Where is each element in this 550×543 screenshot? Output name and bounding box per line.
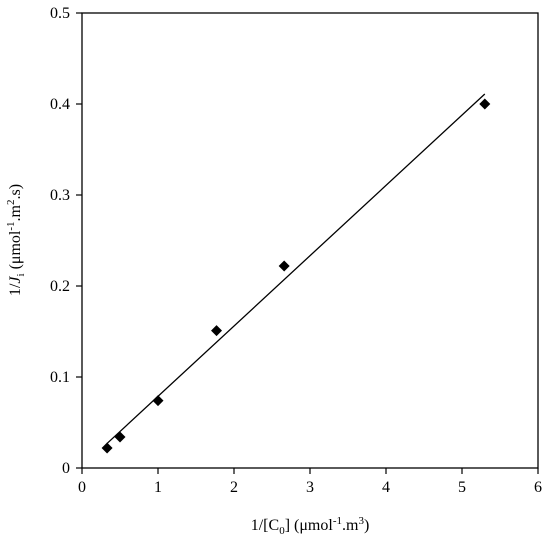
x-tick-label-5: 5 [458, 479, 466, 496]
data-point-0 [101, 442, 113, 454]
data-point-5 [479, 98, 491, 110]
y-tick-label-4: 0.4 [50, 96, 70, 113]
x-tick-label-6: 6 [534, 479, 542, 496]
x-tick-label-0: 0 [78, 479, 86, 496]
plot-frame [81, 12, 539, 469]
y-tick-label-2: 0.2 [50, 278, 70, 295]
data-point-4 [278, 260, 290, 272]
x-tick-label-3: 3 [306, 479, 314, 496]
data-point-2 [152, 395, 164, 407]
tick-labels: 0 1 2 3 4 5 6 0 0.1 0.2 0.3 0.4 0.5 [50, 5, 542, 496]
y-tick-label-1: 0.1 [50, 369, 70, 386]
fit-line [106, 93, 486, 444]
y-tick-label-0: 0 [62, 460, 70, 477]
x-tick-label-2: 2 [230, 479, 238, 496]
ticks [76, 12, 539, 474]
y-axis-title: 1/Ji (μmol-1.m2.s) [5, 184, 27, 296]
y-tick-label-5: 0.5 [50, 5, 70, 22]
x-axis-title: 1/[C0] (μmol-1.m3) [251, 515, 370, 537]
data-point-3 [211, 325, 223, 337]
data-point-1 [114, 431, 126, 443]
x-tick-label-1: 1 [154, 479, 162, 496]
x-tick-label-4: 4 [382, 479, 390, 496]
data-points [101, 98, 491, 454]
y-tick-label-3: 0.3 [50, 187, 70, 204]
